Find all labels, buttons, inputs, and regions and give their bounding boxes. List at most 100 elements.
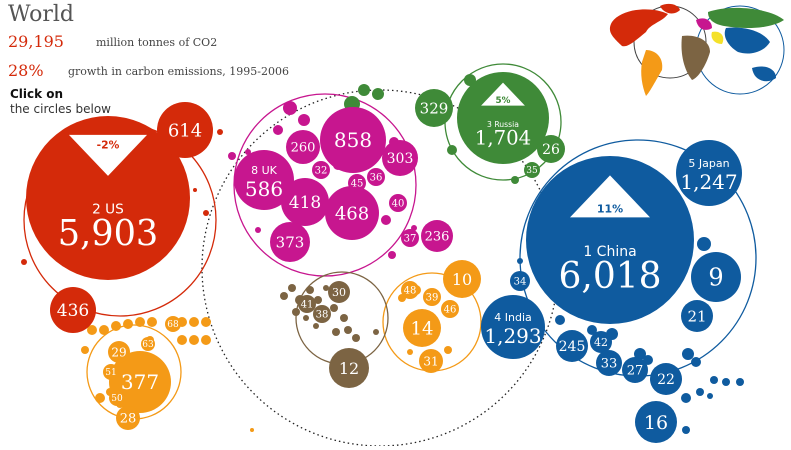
small-country-dot[interactable] (95, 393, 105, 403)
small-country-dot[interactable] (681, 393, 691, 403)
country-bubble-india[interactable] (481, 295, 545, 359)
small-country-dot[interactable] (288, 284, 296, 292)
country-bubble-uk[interactable] (234, 150, 294, 210)
country-bubble[interactable] (328, 281, 350, 303)
small-country-dot[interactable] (736, 378, 744, 386)
small-country-dot[interactable] (292, 308, 300, 316)
country-bubble[interactable] (312, 161, 330, 179)
country-bubble[interactable] (510, 271, 530, 291)
country-bubble[interactable] (596, 350, 622, 376)
country-bubble[interactable] (421, 220, 453, 252)
small-country-dot[interactable] (203, 210, 209, 216)
small-country-dot[interactable] (245, 149, 251, 155)
small-country-dot[interactable] (634, 348, 646, 360)
small-country-dot[interactable] (330, 304, 338, 312)
country-bubble[interactable] (681, 300, 713, 332)
small-country-dot[interactable] (135, 317, 145, 327)
country-bubble[interactable] (281, 178, 329, 226)
country-bubble[interactable] (348, 174, 366, 192)
country-bubble[interactable] (403, 309, 441, 347)
small-country-dot[interactable] (696, 388, 704, 396)
small-country-dot[interactable] (201, 335, 211, 345)
country-bubble[interactable] (650, 363, 682, 395)
small-country-dot[interactable] (306, 286, 314, 294)
small-country-dot[interactable] (323, 285, 329, 291)
small-country-dot[interactable] (344, 326, 352, 334)
country-bubble[interactable] (401, 229, 419, 247)
country-bubble[interactable] (389, 194, 407, 212)
small-country-dot[interactable] (358, 84, 370, 96)
country-bubble[interactable] (165, 316, 181, 332)
country-bubble[interactable] (50, 287, 96, 333)
small-country-dot[interactable] (444, 346, 452, 354)
small-country-dot[interactable] (691, 357, 701, 367)
country-bubble-japan[interactable] (676, 140, 742, 206)
small-country-dot[interactable] (381, 215, 391, 225)
small-country-dot[interactable] (682, 426, 690, 434)
small-country-dot[interactable] (87, 325, 97, 335)
country-bubble[interactable] (524, 162, 540, 178)
small-country-dot[interactable] (189, 335, 199, 345)
small-country-dot[interactable] (372, 88, 384, 100)
small-country-dot[interactable] (298, 114, 310, 126)
small-country-dot[interactable] (373, 329, 379, 335)
country-bubble[interactable] (325, 186, 379, 240)
small-country-dot[interactable] (217, 129, 223, 135)
country-bubble[interactable] (109, 390, 125, 406)
small-country-dot[interactable] (447, 145, 457, 155)
country-bubble-russia[interactable] (457, 72, 549, 164)
country-bubble[interactable] (103, 364, 119, 380)
small-country-dot[interactable] (517, 258, 523, 264)
small-country-dot[interactable] (255, 227, 261, 233)
country-bubble[interactable] (423, 288, 441, 306)
small-country-dot[interactable] (111, 321, 121, 331)
small-country-dot[interactable] (697, 237, 711, 251)
small-country-dot[interactable] (123, 319, 133, 329)
country-bubble[interactable] (691, 252, 741, 302)
country-bubble[interactable] (401, 281, 419, 299)
small-country-dot[interactable] (511, 176, 519, 184)
country-bubble[interactable] (141, 337, 155, 351)
country-bubble-us[interactable] (26, 116, 190, 280)
small-country-dot[interactable] (273, 125, 283, 135)
country-bubble[interactable] (157, 102, 213, 158)
small-country-dot[interactable] (303, 315, 309, 321)
country-bubble[interactable] (635, 401, 677, 443)
country-bubble[interactable] (313, 305, 331, 323)
country-bubble[interactable] (590, 331, 612, 353)
small-country-dot[interactable] (201, 317, 211, 327)
small-country-dot[interactable] (250, 428, 254, 432)
small-country-dot[interactable] (280, 292, 288, 300)
small-country-dot[interactable] (710, 376, 718, 384)
small-country-dot[interactable] (228, 152, 236, 160)
country-bubble[interactable] (415, 89, 453, 127)
small-country-dot[interactable] (407, 349, 413, 355)
small-country-dot[interactable] (314, 296, 322, 304)
country-bubble[interactable] (298, 295, 316, 313)
country-bubble[interactable] (286, 130, 320, 164)
small-country-dot[interactable] (81, 346, 89, 354)
small-country-dot[interactable] (555, 315, 565, 325)
country-bubble[interactable] (270, 222, 310, 262)
small-country-dot[interactable] (352, 334, 360, 342)
small-country-dot[interactable] (189, 317, 199, 327)
country-bubble[interactable] (320, 107, 386, 173)
small-country-dot[interactable] (21, 259, 27, 265)
small-country-dot[interactable] (587, 325, 597, 335)
country-bubble[interactable] (108, 341, 130, 363)
country-bubble[interactable] (443, 260, 481, 298)
small-country-dot[interactable] (313, 323, 319, 329)
small-country-dot[interactable] (682, 348, 694, 360)
small-country-dot[interactable] (722, 378, 730, 386)
small-country-dot[interactable] (147, 317, 157, 327)
small-country-dot[interactable] (707, 393, 713, 399)
small-country-dot[interactable] (464, 74, 476, 86)
country-bubble[interactable] (382, 140, 418, 176)
country-bubble[interactable] (441, 300, 459, 318)
country-bubble-china[interactable] (526, 156, 694, 324)
small-country-dot[interactable] (193, 188, 197, 192)
small-country-dot[interactable] (332, 328, 340, 336)
country-bubble[interactable] (329, 348, 369, 388)
country-bubble[interactable] (116, 406, 140, 430)
small-country-dot[interactable] (340, 314, 348, 322)
